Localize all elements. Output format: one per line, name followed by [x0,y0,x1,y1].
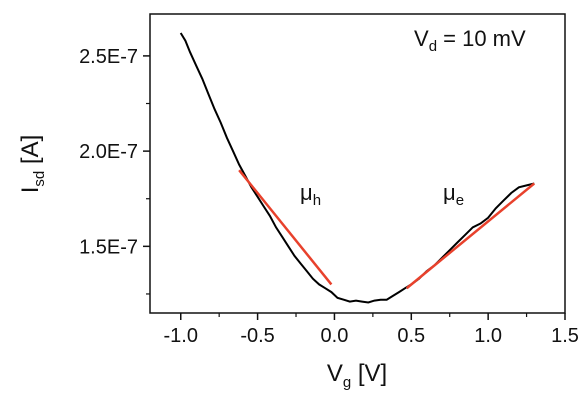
data-series-line [179,32,535,304]
y-tick-label: 2.5E-7 [79,46,138,68]
y-axis-label: Isd [A] [17,135,48,194]
mu-e-label: μe [443,180,464,209]
y-tick-label: 1.5E-7 [79,236,138,258]
x-tick-label: -0.5 [240,325,274,347]
x-axis-label: Vg [V] [327,360,387,391]
x-tick-label: 0.0 [321,325,349,347]
mu-h-label: μh [300,180,321,209]
x-tick-label: 0.5 [397,325,425,347]
y-tick-label: 2.0E-7 [79,141,138,163]
y-ticks: 1.5E-7 2.0E-7 2.5E-7 [79,46,150,295]
x-ticks: -1.0 -0.5 0.0 0.5 1.0 1.5 [164,313,579,347]
x-tick-label: 1.0 [474,325,502,347]
fit-lines [238,169,536,290]
fit-line [238,169,333,286]
plot-frame [149,13,566,314]
x-tick-label: 1.5 [551,325,579,347]
vd-annotation: Vd = 10 mV [414,26,526,55]
fit-line [405,182,536,290]
x-tick-label: -1.0 [164,325,198,347]
